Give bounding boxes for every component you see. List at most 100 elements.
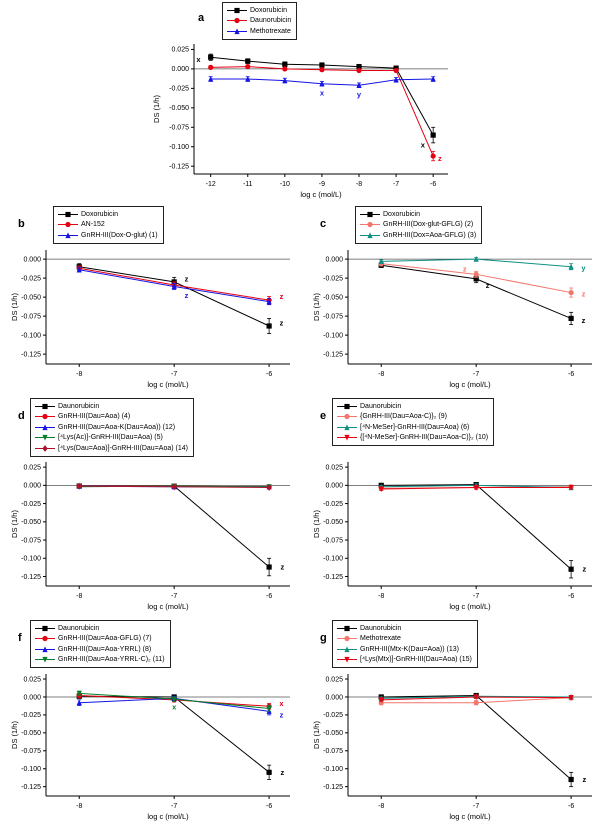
annotation-z: z — [280, 292, 284, 301]
legend-box: Doxorubicin GnRH-III(Dox-glut-GFLG) (2) Gn… — [355, 206, 483, 244]
marker-square — [42, 403, 48, 409]
y-tick-label: 0.000 — [171, 66, 189, 73]
marker-square — [208, 54, 214, 60]
panel-g: g Daunorubicin Methotrexate GnRH-III(Mtx-K… — [310, 620, 602, 826]
y-tick-label: 0.000 — [23, 256, 41, 263]
y-tick-label: -0.075 — [21, 313, 41, 320]
plot-d: 0.025 0.000 -0.025 -0.050 -0.075 -0.100 -0.125… — [8, 458, 300, 616]
legend-item: GnRH-III(Dau=Aoa-YRRL) (8) — [34, 644, 165, 655]
marker-square — [367, 211, 373, 217]
panel-e: e Daunorubicin {GnRH-III(Dau=Aoa-C)}₂ (9)… — [310, 398, 602, 616]
legend-marker-square — [35, 625, 55, 631]
plot-a: 0.025 0.000 -0.025 -0.050 -0.075 -0.100 -0.125… — [150, 40, 462, 202]
marker-circle — [319, 67, 325, 73]
legend-item: Methotrexate — [336, 634, 472, 645]
x-tick-label: -7 — [171, 803, 177, 810]
legend-label: Daunorubicin — [250, 17, 292, 25]
y-axis-label: DS (1/h) — [312, 721, 321, 749]
marker-square — [266, 769, 272, 775]
legend-label: Daunorubicin — [58, 402, 100, 410]
legend-label: Daunorubicin — [58, 624, 100, 632]
legend-b: Doxorubicin AN-152 GnRH-III(Dox-O-glut) (1… — [53, 206, 300, 246]
x-tick-label: -7 — [473, 803, 479, 810]
y-axis-label: DS (1/h) — [10, 510, 19, 538]
y-tick-label: 0.000 — [23, 694, 41, 701]
marker-triangle-up — [282, 77, 288, 84]
marker-triangle-down — [568, 484, 574, 491]
x-tick-label: -8 — [378, 371, 384, 378]
y-tick-label: 0.000 — [325, 256, 343, 263]
legend-label: GnRH-III(Dau=Aoa-K(Dau=Aoa)) (12) — [58, 423, 176, 431]
marker-triangle-up — [245, 75, 251, 82]
panel-c: c Doxorubicin GnRH-III(Dox-glut-GFLG) (2)… — [310, 206, 602, 394]
marker-circle — [568, 289, 574, 296]
legend-item: Daunorubicin — [34, 623, 165, 634]
legend-marker-triangle-up — [337, 646, 357, 652]
marker-triangle-up — [171, 283, 177, 290]
marker-triangle-down — [344, 435, 350, 441]
marker-square — [568, 566, 574, 572]
x-tick-label: -6 — [266, 803, 272, 810]
x-tick-label: -8 — [378, 803, 384, 810]
y-axis-label: DS (1/h) — [10, 293, 19, 321]
marker-square — [234, 7, 240, 13]
marker-triangle-down — [171, 696, 177, 703]
y-tick-label: -0.100 — [323, 766, 343, 773]
marker-circle — [367, 222, 373, 228]
legend-item: {[⁴N-MeSer]-GnRH-III(Dau=Aoa-C)}₂ (10) — [336, 433, 488, 444]
legend-label: GnRH-III(Dox-glut-GFLG) (2) — [383, 221, 474, 229]
marker-square — [473, 276, 479, 282]
legend-marker-triangle-up — [58, 232, 78, 238]
legend-e: Daunorubicin {GnRH-III(Dau=Aoa-C)}₂ (9) [⁴… — [332, 398, 602, 458]
marker-circle — [344, 636, 350, 642]
annotation-z: z — [583, 775, 587, 784]
legend-f: Daunorubicin GnRH-III(Dau=Aoa-GFLG) (7) Gn… — [30, 620, 300, 670]
y-tick-label: -0.125 — [21, 351, 41, 358]
series-daunorubicin — [76, 483, 272, 577]
y-axis-label: DS (1/h) — [312, 293, 321, 321]
y-tick-label: -0.050 — [323, 294, 343, 301]
legend-item: Doxorubicin — [57, 209, 158, 220]
y-tick-label: -0.100 — [21, 332, 41, 339]
x-tick-label: -12 — [206, 181, 216, 188]
x-tick-label: -6 — [266, 593, 272, 600]
marker-circle — [245, 63, 251, 70]
legend-marker-square — [227, 7, 247, 13]
y-tick-label: -0.025 — [21, 501, 41, 508]
legend-label: GnRH-III(Dau=Aoa) (4) — [58, 413, 131, 421]
legend-box: Daunorubicin GnRH-III(Dau=Aoa) (4) GnRH-II… — [30, 398, 194, 457]
y-tick-label: -0.050 — [169, 105, 189, 112]
annotation-x: x — [279, 699, 284, 708]
marker-circle — [42, 414, 48, 420]
marker-circle — [473, 271, 479, 277]
x-axis-label: log c (mol/L) — [147, 602, 189, 611]
legend-label: GnRH-III(Mtx-K(Dau=Aoa)) (13) — [360, 645, 459, 653]
legend-label: [⁴Lys(Ac)]-GnRH-III(Dau=Aoa) (5) — [58, 434, 163, 442]
y-tick-label: -0.100 — [21, 556, 41, 563]
legend-label: Doxorubicin — [383, 210, 420, 218]
marker-square — [568, 776, 574, 783]
y-tick-label: -0.125 — [323, 351, 343, 358]
legend-label: [⁴Lys(Mtx)]-GnRH-III(Dau=Aoa) (15) — [360, 656, 472, 664]
legend-marker-triangle-up — [337, 424, 357, 430]
marker-circle — [234, 18, 240, 24]
legend-marker-circle — [337, 636, 357, 642]
legend-item: GnRH-III(Dox=Aoa-GFLG) (3) — [359, 230, 476, 241]
legend-item: Methotrexate — [226, 26, 291, 37]
marker-circle — [356, 67, 362, 74]
legend-label: Methotrexate — [250, 27, 291, 35]
marker-square — [266, 323, 272, 329]
legend-marker-triangle-up — [35, 424, 55, 430]
x-tick-label: -8 — [378, 593, 384, 600]
marker-square — [266, 564, 272, 570]
marker-triangle-up — [568, 263, 574, 270]
legend-item: GnRH-III(Mtx-K(Dau=Aoa)) (13) — [336, 644, 472, 655]
marker-diamond — [42, 444, 48, 452]
x-tick-label: -6 — [266, 371, 272, 378]
y-tick-label: -0.025 — [21, 712, 41, 719]
legend-marker-triangle-down — [35, 657, 55, 663]
legend-marker-circle — [337, 414, 357, 420]
y-tick-label: 0.000 — [23, 483, 41, 490]
chart-d: 0.025 0.000 -0.025 -0.050 -0.075 -0.100 -0.125… — [10, 462, 290, 611]
chart-e: 0.025 0.000 -0.025 -0.050 -0.075 -0.100 -0.125… — [312, 462, 592, 611]
